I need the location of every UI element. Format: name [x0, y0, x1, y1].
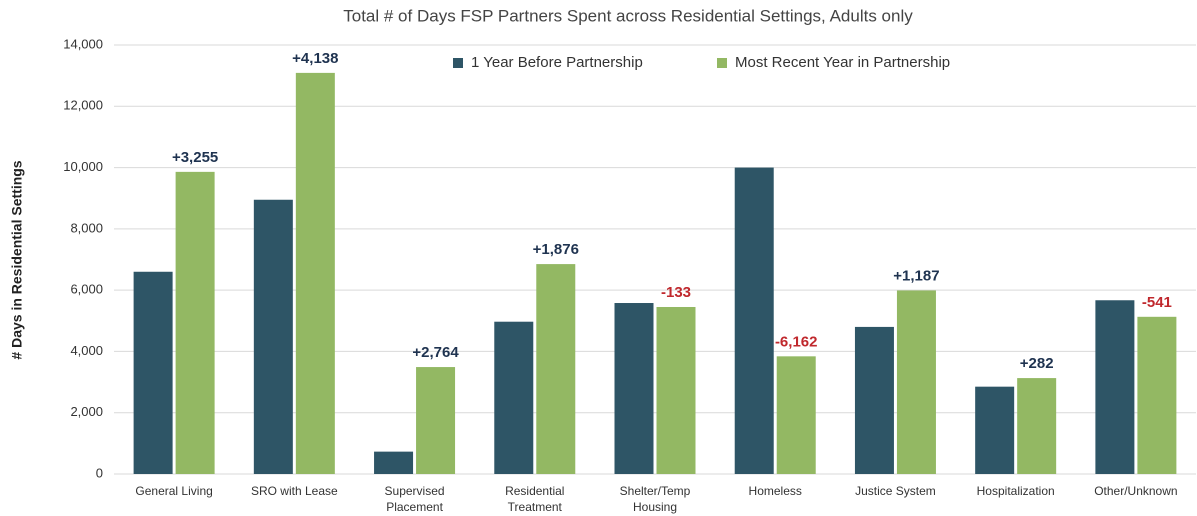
- bar: [536, 264, 576, 474]
- legend-label: Most Recent Year in Partnership: [735, 54, 950, 71]
- bar: [374, 451, 414, 474]
- bar: [1137, 316, 1177, 474]
- annotation: +1,876: [533, 241, 579, 258]
- x-tick-label: Justice System: [855, 484, 936, 498]
- bar: [734, 167, 774, 475]
- x-tick-label: General Living: [135, 484, 212, 498]
- x-tick-label: SRO with Lease: [251, 484, 338, 498]
- chart-title: Total # of Days FSP Partners Spent acros…: [343, 6, 913, 25]
- annotation: -541: [1142, 294, 1172, 311]
- annotation: -133: [661, 284, 691, 301]
- y-tick-label: 12,000: [63, 98, 103, 113]
- annotation: +1,187: [893, 267, 939, 284]
- bar: [416, 367, 456, 474]
- bar: [854, 326, 894, 474]
- bar: [494, 321, 534, 474]
- y-tick-label: 8,000: [70, 220, 103, 235]
- bar: [253, 199, 293, 474]
- x-tick-label: Homeless: [749, 484, 802, 498]
- x-tick-label: Other/Unknown: [1094, 484, 1177, 498]
- x-tick-label: Residential Treatment: [505, 484, 564, 514]
- bar: [896, 290, 936, 474]
- y-tick-label: 6,000: [70, 282, 103, 297]
- annotation: -6,162: [775, 333, 818, 350]
- x-tick-label: Hospitalization: [977, 484, 1055, 498]
- bar: [1017, 378, 1057, 474]
- legend-swatch: [717, 58, 727, 68]
- bar: [175, 171, 215, 474]
- x-tick-label: Shelter/Temp Housing: [620, 484, 691, 514]
- y-tick-label: 4,000: [70, 343, 103, 358]
- legend-swatch: [453, 58, 463, 68]
- bar: [656, 306, 696, 474]
- y-tick-label: 14,000: [63, 36, 103, 51]
- y-tick-label: 2,000: [70, 404, 103, 419]
- annotation: +3,255: [172, 149, 218, 166]
- bar: [133, 271, 173, 474]
- bar: [776, 356, 816, 474]
- bar: [1095, 300, 1135, 474]
- annotation: +282: [1020, 355, 1054, 372]
- annotation: +4,138: [292, 50, 338, 67]
- y-tick-label: 0: [96, 465, 103, 480]
- bar: [295, 72, 335, 474]
- legend-label: 1 Year Before Partnership: [471, 54, 643, 71]
- bar: [975, 386, 1015, 474]
- y-tick-label: 10,000: [63, 159, 103, 174]
- x-tick-label: Supervised Placement: [385, 484, 445, 514]
- y-axis-label: # Days in Residential Settings: [9, 160, 25, 359]
- annotation: +2,764: [412, 344, 459, 361]
- bar: [614, 303, 654, 474]
